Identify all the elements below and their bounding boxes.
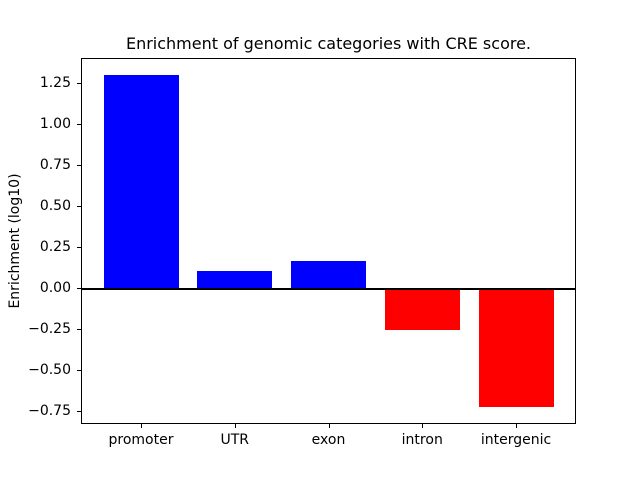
y-tick-label: 1.25 [39, 74, 71, 91]
x-tick-label-UTR: UTR [220, 432, 250, 448]
x-tick-mark [422, 424, 423, 428]
y-tick-mark [77, 124, 81, 125]
x-tick-label-promoter: promoter [108, 432, 174, 448]
bar-intron [384, 287, 460, 331]
x-tick-mark [516, 424, 517, 428]
x-tick-label-exon: exon [311, 432, 346, 448]
y-tick-mark [77, 165, 81, 166]
y-tick-label: −0.50 [28, 361, 71, 378]
x-tick-mark [141, 424, 142, 428]
zero-line [82, 287, 575, 290]
y-tick-label: 0.75 [39, 156, 71, 173]
y-tick-label: −0.25 [28, 320, 71, 337]
y-tick-label: 0.25 [39, 238, 71, 255]
y-tick-mark [77, 247, 81, 248]
chart-title: Enrichment of genomic categories with CR… [125, 34, 532, 53]
bar-intergenic [478, 287, 554, 408]
y-tick-label: 1.00 [39, 115, 71, 132]
y-tick-label: −0.75 [28, 402, 71, 419]
y-tick-label: 0.00 [39, 279, 71, 296]
bar-promoter [103, 74, 179, 288]
y-tick-mark [77, 329, 81, 330]
x-tick-mark [329, 424, 330, 428]
bar-exon [291, 261, 366, 288]
x-tick-label-intron: intron [401, 432, 443, 448]
plot-area [81, 58, 576, 424]
y-tick-mark [77, 288, 81, 289]
bar-UTR [197, 271, 273, 288]
x-tick-mark [235, 424, 236, 428]
y-tick-mark [77, 83, 81, 84]
y-tick-mark [77, 370, 81, 371]
y-tick-mark [77, 206, 81, 207]
x-tick-label-intergenic: intergenic [480, 432, 552, 448]
y-tick-mark [77, 411, 81, 412]
y-tick-label: 0.50 [39, 197, 71, 214]
